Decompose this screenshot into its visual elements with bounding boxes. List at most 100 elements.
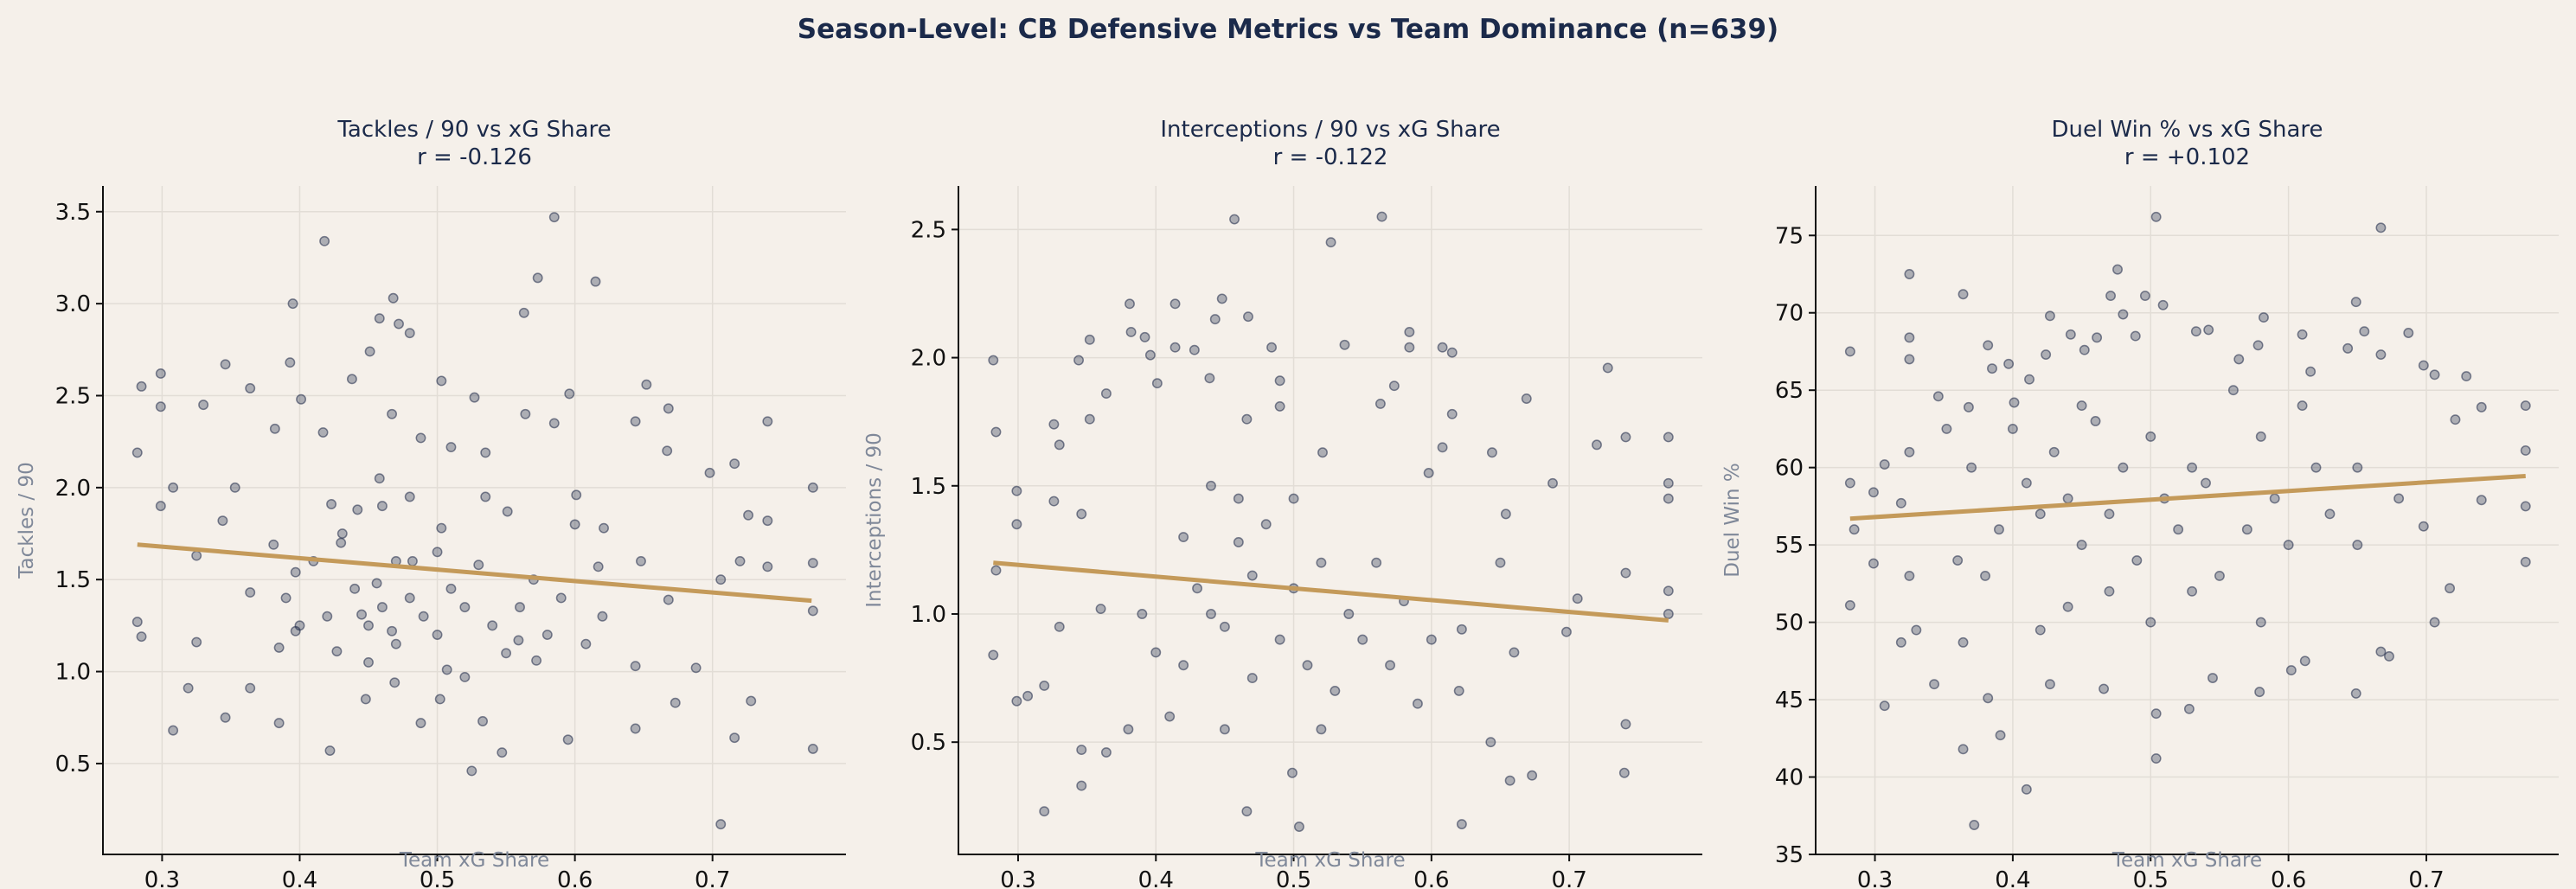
data-point (2003, 358, 2015, 369)
data-point (2375, 222, 2387, 233)
data-point (1426, 634, 1437, 645)
data-point (2173, 524, 2184, 535)
data-point (641, 379, 652, 390)
data-point (2520, 501, 2531, 512)
data-point (1144, 349, 1156, 361)
data-point (1437, 442, 1448, 453)
y-tick-label: 1.0 (911, 602, 946, 628)
data-point (690, 662, 702, 674)
data-point (670, 697, 681, 708)
data-point (356, 609, 368, 620)
data-point (2187, 585, 2198, 597)
data-point (1274, 400, 1285, 412)
data-point (515, 602, 525, 613)
data-point (1509, 647, 1520, 658)
x-tick-label: 0.7 (695, 867, 730, 889)
data-point (1980, 570, 1990, 581)
data-point (2007, 423, 2018, 434)
data-point (1504, 775, 1515, 786)
x-tick-label: 0.7 (2408, 867, 2444, 889)
data-point (1994, 524, 2004, 535)
data-point (1164, 711, 1176, 722)
x-tick-label: 0.5 (2133, 867, 2169, 889)
data-point (317, 427, 329, 438)
data-point (1495, 557, 1506, 568)
data-point (280, 592, 292, 604)
data-point (1844, 477, 1855, 489)
data-point (1316, 724, 1327, 735)
data-point (1011, 485, 1022, 496)
x-tick-label: 0.5 (420, 867, 455, 889)
panel-title: Tackles / 90 vs xG Share (336, 117, 611, 143)
data-point (436, 375, 447, 387)
data-point (2130, 330, 2141, 342)
data-point (1932, 391, 1944, 402)
data-point (743, 509, 754, 521)
y-tick-label: 2.0 (55, 476, 91, 502)
data-point (2476, 401, 2487, 413)
data-point (2104, 585, 2115, 597)
panel-title: Interceptions / 90 vs xG Share (1160, 117, 1500, 143)
data-point (1868, 487, 1879, 498)
data-point (418, 611, 429, 622)
data-point (2241, 524, 2252, 535)
data-point (2520, 400, 2531, 412)
data-point (1663, 609, 1674, 619)
y-tick-label: 40 (1775, 765, 1804, 791)
data-point (2418, 360, 2429, 371)
data-point (1500, 508, 1511, 520)
x-tick-label: 0.3 (1857, 867, 1893, 889)
data-point (1076, 745, 1087, 756)
data-point (1404, 326, 1415, 337)
data-point (404, 491, 415, 502)
data-point (217, 515, 228, 527)
data-point (2269, 493, 2280, 504)
x-tick-label: 0.6 (557, 867, 593, 889)
y-tick-label: 0.5 (911, 730, 946, 756)
data-point (1486, 447, 1497, 458)
data-point (1206, 480, 1216, 491)
data-point (1371, 557, 1382, 568)
data-point (571, 489, 582, 501)
trend-line (993, 560, 1669, 623)
correlation-label: r = -0.122 (1273, 144, 1388, 170)
data-point (191, 550, 202, 561)
data-point (807, 558, 818, 569)
data-point (1274, 634, 1285, 645)
data-point (1206, 609, 1216, 619)
data-point (1039, 806, 1050, 817)
data-point (1241, 806, 1253, 817)
data-point (1958, 636, 1969, 648)
data-point (2041, 349, 2052, 360)
data-point (564, 388, 575, 400)
data-point (1423, 468, 1434, 478)
data-point (1485, 737, 1496, 748)
data-point (1137, 609, 1148, 619)
y-tick-label: 2.5 (911, 217, 946, 243)
data-point (2305, 366, 2316, 377)
data-point (1560, 626, 1572, 637)
data-point (131, 447, 143, 458)
data-point (636, 555, 646, 566)
data-point (376, 501, 388, 512)
data-point (360, 694, 371, 705)
data-point (2157, 299, 2169, 310)
data-point (1260, 519, 1272, 530)
data-point (1385, 660, 1396, 671)
data-point (1189, 344, 1200, 355)
data-point (2021, 783, 2032, 795)
x-tick-label: 0.3 (1000, 867, 1035, 889)
data-point (434, 694, 445, 705)
data-point (520, 408, 531, 419)
data-point (2403, 328, 2414, 338)
data-point (1084, 334, 1095, 345)
data-point (445, 583, 457, 594)
data-point (2359, 326, 2370, 337)
data-point (374, 313, 385, 324)
y-tick-label: 1.5 (55, 567, 91, 593)
data-point (1592, 439, 1602, 451)
data-point (663, 403, 674, 414)
data-point (2461, 371, 2472, 382)
